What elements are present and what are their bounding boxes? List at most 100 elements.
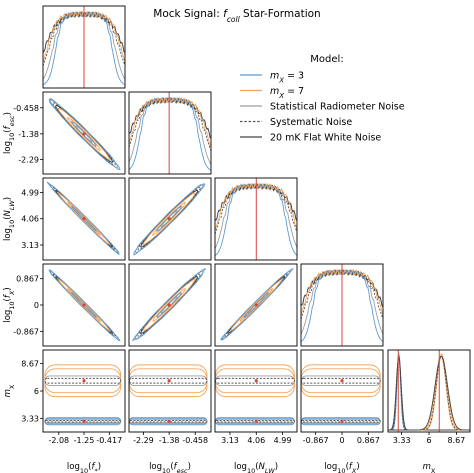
contour [46,181,121,255]
truth-point [82,217,86,221]
marginal-curve [129,96,211,165]
panel-fesc-fesc [129,92,211,174]
truth-point [82,419,86,423]
panel-mx-fx [301,364,381,426]
panel-mx-mx [388,350,470,432]
legend: Model: mX = 3mX = 7 Statistical Radiometer… [240,54,405,144]
truth-point [167,379,171,383]
legend-entry-flat: 20 mK Flat White Noise [270,133,381,144]
panel-mx-nlw [215,364,295,426]
panel-frame [214,263,298,347]
x-tick-label: -0.458 [182,436,208,445]
x-tick-label: 0.867 [357,436,380,445]
legend-entry-statistical: Statistical Radiometer Noise [270,102,405,113]
marginal-curve [388,354,470,431]
x-tick-label: -0.867 [303,436,329,445]
x-axis-label-nlw: log10(NLW) [234,462,278,473]
truth-point [340,379,344,383]
truth-point [82,379,86,383]
legend-entry-systematic: Systematic Noise [270,117,352,128]
y-tick-label: 3.13 [21,241,39,250]
truth-point [167,303,171,307]
panel-fx-nlw [219,267,294,341]
panel-mx-fstar [44,364,122,426]
truth-point [254,379,258,383]
x-tick-label: -2.29 [133,436,154,445]
marginal-curve [129,96,211,149]
truth-point [254,303,258,307]
panel-frame [128,177,212,261]
contour [160,296,178,314]
truth-point [254,419,258,423]
x-tick-label: 0 [339,436,344,445]
y-tick-label: 3.33 [21,414,39,423]
marginal-curve [129,96,211,171]
y-tick-label: -1.38 [18,130,39,139]
truth-point [82,303,86,307]
marginal-curve [129,96,211,151]
legend-entry-mx7: mX = 7 [270,86,304,100]
x-tick-label: 3.13 [221,436,239,445]
contour [230,278,283,332]
x-tick-label: 8.67 [447,436,465,445]
contour [133,183,206,256]
y-tick-label: 6 [34,387,39,396]
y-axis-label-fx: log10(fX) [3,287,16,322]
contour [247,296,265,314]
y-tick-label: 0.867 [16,275,39,284]
panel-nlw-fesc [133,183,206,256]
y-tick-label: 0 [34,301,39,310]
contour [160,210,178,228]
contour [152,201,186,236]
contour [44,377,122,384]
contour [156,292,182,318]
x-tick-label: 3.33 [393,436,411,445]
panel-mx-fesc [129,364,208,426]
x-tick-label: -1.25 [74,436,95,445]
truth-point [167,217,171,221]
y-tick-label: 4.99 [21,188,39,197]
contour [57,191,111,246]
marginal-curve [215,182,297,235]
panel-fx-fx [301,264,383,346]
x-tick-label: -0.417 [96,436,122,445]
y-tick-label: -2.29 [18,156,39,165]
panel-frame [42,5,126,89]
y-axis-label-fesc: log10(fesc) [3,112,16,154]
contour [57,278,111,332]
panel-nlw-fstar [46,181,121,255]
y-axis-label-nlw: log10(NLW) [3,197,16,241]
x-tick-label: 4.99 [274,436,292,445]
x-tick-label: -2.08 [48,436,69,445]
marginal-curve [388,355,470,431]
contour [219,267,294,341]
y-tick-label: -0.458 [13,104,39,113]
panel-frame [214,177,298,261]
panel-fx-fesc [131,267,206,342]
truth-point [167,419,171,423]
contour [140,189,199,248]
x-tick-label: -1.38 [159,436,180,445]
contour [48,98,121,171]
panel-fesc-fstar [48,98,121,171]
contour [215,377,295,384]
panel-fstar-fstar [43,6,125,88]
x-tick-label: 6 [426,436,431,445]
y-tick-label: 8.67 [21,360,39,369]
y-axis-label-mx: mX [3,384,16,397]
truth-point [82,132,86,136]
x-axis-label-fesc: log10(fesc) [149,462,191,473]
contour [142,278,197,332]
x-axis-label-fx: log10(fX) [324,462,359,473]
truth-point [340,419,344,423]
contour [131,267,206,342]
panel-frame [128,91,212,175]
panel-fx-fstar [48,269,121,342]
chart-title: Mock Signal: fcoll Star-Formation [153,8,320,24]
panel-frame [128,349,212,433]
contour [57,107,111,161]
contour [142,192,196,246]
y-tick-label: 4.06 [21,215,39,224]
legend-entry-mx3: mX = 3 [270,71,304,85]
